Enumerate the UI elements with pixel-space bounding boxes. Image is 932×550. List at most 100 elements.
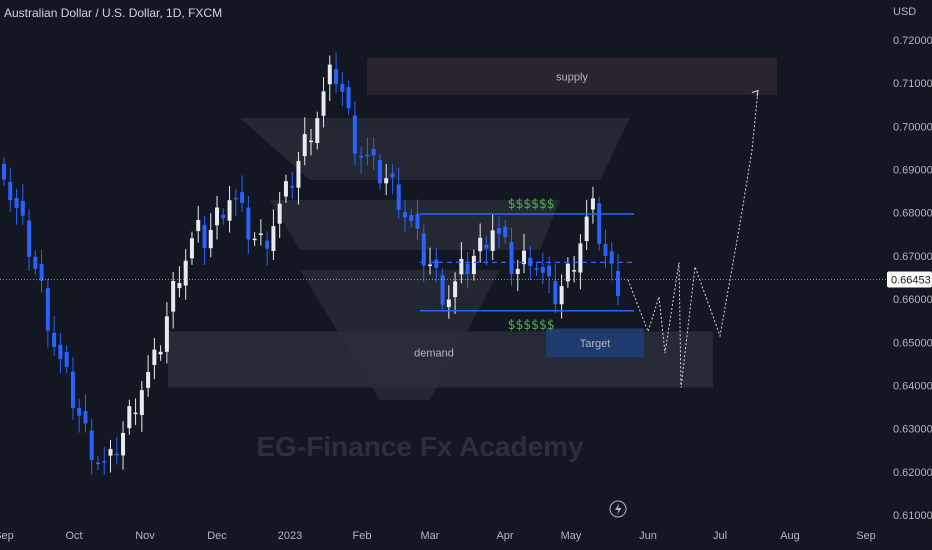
candle-body: [89, 430, 94, 461]
candle-body: [14, 197, 19, 208]
candle-body: [409, 215, 414, 221]
candle-body: [271, 226, 276, 251]
candle-body: [340, 84, 345, 92]
candle-body: [52, 332, 57, 348]
candle-body: [321, 91, 326, 116]
candle-body: [290, 185, 295, 188]
time-tick: Jul: [713, 530, 727, 542]
candle-body: [208, 230, 213, 249]
candle-body: [221, 214, 226, 219]
price-tick: 0.72000: [893, 35, 932, 47]
candle-body: [58, 344, 63, 360]
candle-body: [365, 154, 370, 157]
current-price-badge: [887, 271, 932, 288]
candle-body: [265, 240, 270, 249]
candle-body: [177, 283, 182, 289]
candle-body: [240, 192, 245, 203]
candle-body: [572, 270, 577, 272]
candle-body: [396, 184, 401, 210]
candle-body: [152, 349, 157, 365]
time-tick: 2023: [278, 530, 302, 542]
current-price-value: 0.66453: [891, 275, 931, 287]
time-tick: Feb: [353, 530, 372, 542]
candle-body: [496, 228, 501, 234]
candle-body: [158, 351, 163, 355]
candle-body: [8, 181, 13, 201]
time-tick: Mar: [421, 530, 440, 542]
time-tick: Nov: [135, 530, 155, 542]
candle-body: [590, 198, 595, 210]
candle-body: [45, 288, 50, 331]
candle-body: [359, 155, 364, 158]
price-tick: 0.67000: [893, 251, 932, 263]
candle-body: [547, 265, 552, 277]
time-axis[interactable]: Sep Oct Nov Dec 2023 Feb Mar Apr May Jun Jul Aug Sep: [0, 530, 876, 542]
candle-body: [283, 181, 288, 197]
candle-body: [39, 264, 44, 281]
demand-label: demand: [414, 348, 454, 360]
time-tick: Jun: [639, 530, 657, 542]
liquidity-bottom-label: $$$$$$: [508, 318, 555, 333]
candle-body: [202, 224, 207, 249]
candle-body: [428, 264, 433, 267]
price-tick: 0.70000: [893, 121, 932, 133]
price-tick: 0.61000: [893, 510, 932, 522]
candle-body: [534, 268, 539, 270]
watermark-text: EG-Finance Fx Academy: [256, 431, 584, 462]
candle-body: [616, 270, 620, 297]
candle-body: [584, 216, 589, 242]
time-tick: Oct: [65, 530, 82, 542]
candle-body: [484, 244, 489, 249]
candle-body: [183, 260, 188, 286]
price-axis[interactable]: 0.72000 0.71000 0.70000 0.69000 0.68000 0.670…: [893, 35, 932, 522]
time-tick: Apr: [496, 530, 513, 542]
price-tick: 0.69000: [893, 165, 932, 177]
candle-body: [121, 432, 126, 456]
candle-body: [277, 203, 282, 224]
candle-body: [64, 351, 69, 367]
candle-body: [421, 233, 426, 266]
lightning-icon[interactable]: [609, 500, 627, 518]
liquidity-top-label: $$$$$$: [508, 197, 555, 212]
candle-body: [246, 207, 251, 240]
candle-body: [578, 243, 583, 273]
time-tick: Dec: [207, 530, 227, 542]
time-tick: Sep: [0, 530, 14, 542]
symbol-title: Australian Dollar / U.S. Dollar, 1D, FXC…: [4, 6, 223, 20]
candle-body: [446, 299, 451, 308]
candles: [2, 52, 620, 475]
candle-body: [402, 212, 407, 218]
candle-body: [83, 410, 88, 424]
candle-body: [346, 87, 351, 109]
time-tick: Aug: [780, 530, 800, 542]
candle-body: [515, 268, 520, 275]
candle-body: [471, 255, 476, 275]
candle-body: [509, 242, 514, 275]
candle-body: [95, 462, 100, 465]
price-tick: 0.68000: [893, 208, 932, 220]
candle-body: [540, 266, 545, 273]
candle-body: [315, 118, 320, 143]
candle-body: [27, 220, 32, 257]
candle-body: [440, 275, 445, 305]
candle-body: [171, 280, 176, 312]
candle-body: [252, 238, 257, 241]
supply-zone[interactable]: [367, 58, 777, 95]
target-box[interactable]: [546, 328, 644, 358]
time-tick: Sep: [856, 530, 876, 542]
candle-body: [146, 372, 151, 388]
candle-body: [309, 140, 313, 143]
candle-body: [522, 250, 527, 265]
candle-body: [377, 160, 382, 184]
candle-body: [334, 69, 339, 85]
candle-body: [233, 197, 238, 200]
candle-body: [384, 178, 389, 184]
projection-path[interactable]: [627, 90, 759, 388]
candle-body: [371, 149, 376, 156]
candle-body: [296, 160, 301, 188]
candle-body: [227, 200, 232, 221]
candle-body: [77, 407, 82, 416]
candle-body: [490, 230, 495, 251]
candle-body: [465, 263, 470, 275]
